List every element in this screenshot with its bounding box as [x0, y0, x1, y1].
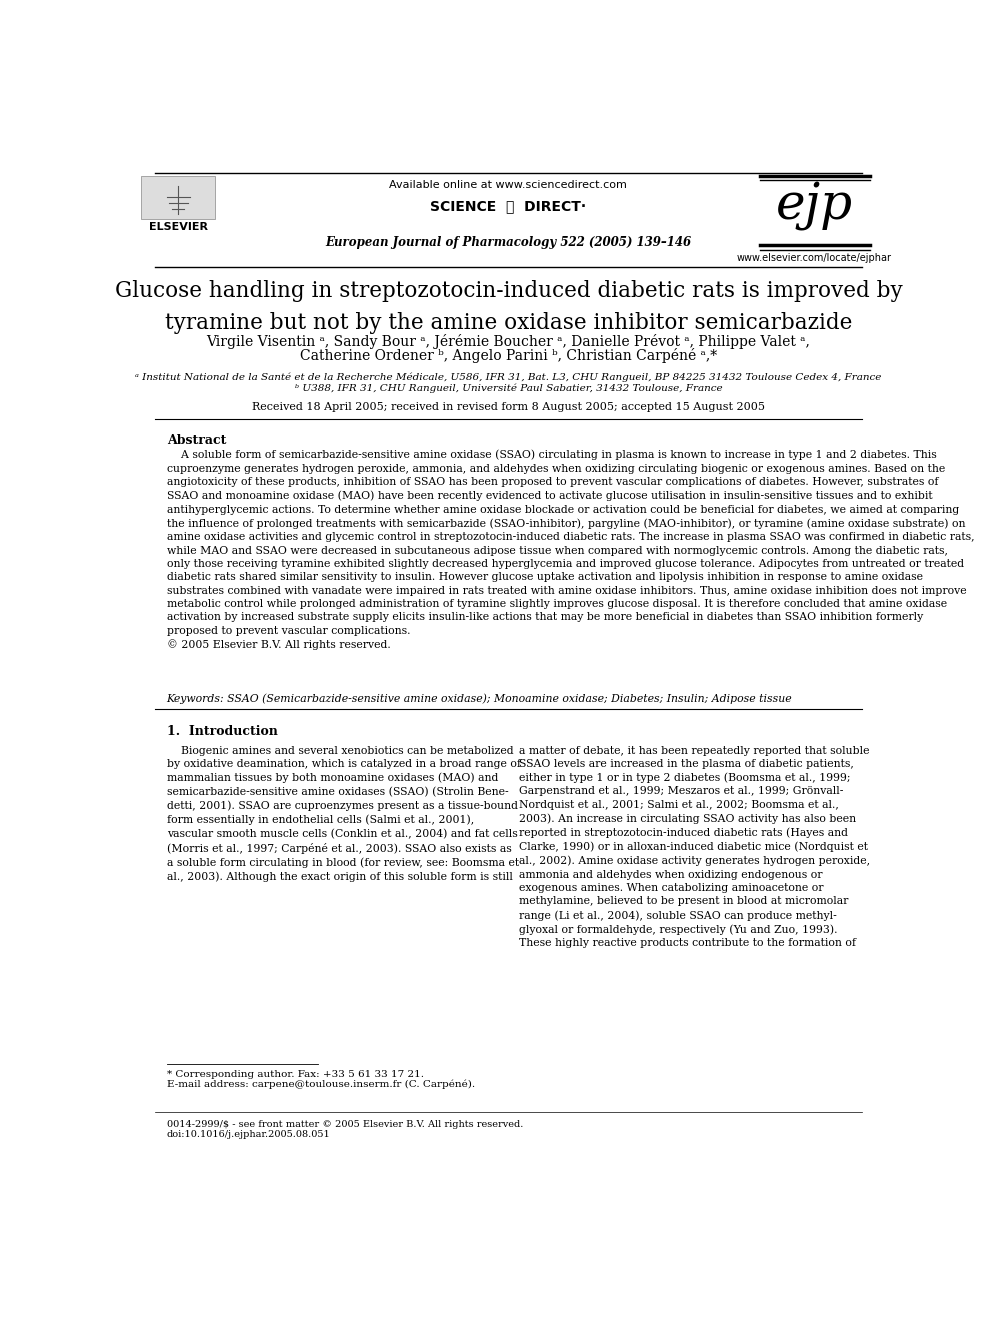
Text: 0014-2999/$ - see front matter © 2005 Elsevier B.V. All rights reserved.: 0014-2999/$ - see front matter © 2005 El… — [167, 1119, 523, 1129]
Text: Glucose handling in streptozotocin-induced diabetic rats is improved by
tyramine: Glucose handling in streptozotocin-induc… — [114, 280, 903, 333]
Text: European Journal of Pharmacology 522 (2005) 139–146: European Journal of Pharmacology 522 (20… — [325, 235, 691, 249]
Text: SCIENCE  ⓐ  DIRECT·: SCIENCE ⓐ DIRECT· — [431, 198, 586, 213]
Text: Keywords: SSAO (Semicarbazide-sensitive amine oxidase); Monoamine oxidase; Diabe: Keywords: SSAO (Semicarbazide-sensitive … — [167, 693, 793, 704]
Text: Biogenic amines and several xenobiotics can be metabolized
by oxidative deaminat: Biogenic amines and several xenobiotics … — [167, 745, 521, 882]
Text: A soluble form of semicarbazide-sensitive amine oxidase (SSAO) circulating in pl: A soluble form of semicarbazide-sensitiv… — [167, 450, 974, 650]
Text: Abstract: Abstract — [167, 434, 226, 447]
Text: E-mail address: carpene@toulouse.inserm.fr (C. Carpéné).: E-mail address: carpene@toulouse.inserm.… — [167, 1080, 475, 1089]
Text: Available online at www.sciencedirect.com: Available online at www.sciencedirect.co… — [390, 180, 627, 191]
Text: ejp: ejp — [776, 181, 853, 232]
Text: Catherine Ordener ᵇ, Angelo Parini ᵇ, Christian Carpéné ᵃ,*: Catherine Ordener ᵇ, Angelo Parini ᵇ, Ch… — [300, 348, 717, 364]
Text: * Corresponding author. Fax: +33 5 61 33 17 21.: * Corresponding author. Fax: +33 5 61 33… — [167, 1070, 424, 1078]
Bar — [141, 176, 215, 218]
Text: Received 18 April 2005; received in revised form 8 August 2005; accepted 15 Augu: Received 18 April 2005; received in revi… — [252, 402, 765, 411]
Text: ᵃ Institut National de la Santé et de la Recherche Médicale, U586, IFR 31, Bat. : ᵃ Institut National de la Santé et de la… — [135, 373, 882, 382]
Text: www.elsevier.com/locate/ejphar: www.elsevier.com/locate/ejphar — [737, 253, 892, 263]
Text: ELSEVIER: ELSEVIER — [149, 222, 207, 232]
Text: doi:10.1016/j.ejphar.2005.08.051: doi:10.1016/j.ejphar.2005.08.051 — [167, 1130, 330, 1139]
Text: a matter of debate, it has been repeatedly reported that soluble
SSAO levels are: a matter of debate, it has been repeated… — [519, 745, 870, 949]
Text: 1.  Introduction: 1. Introduction — [167, 725, 278, 738]
Text: ᵇ U388, IFR 31, CHU Rangueil, Université Paul Sabatier, 31432 Toulouse, France: ᵇ U388, IFR 31, CHU Rangueil, Université… — [295, 384, 722, 393]
Text: Virgile Visentin ᵃ, Sandy Bour ᵃ, Jérémie Boucher ᵃ, Danielle Prévot ᵃ, Philippe: Virgile Visentin ᵃ, Sandy Bour ᵃ, Jérémi… — [206, 335, 810, 349]
